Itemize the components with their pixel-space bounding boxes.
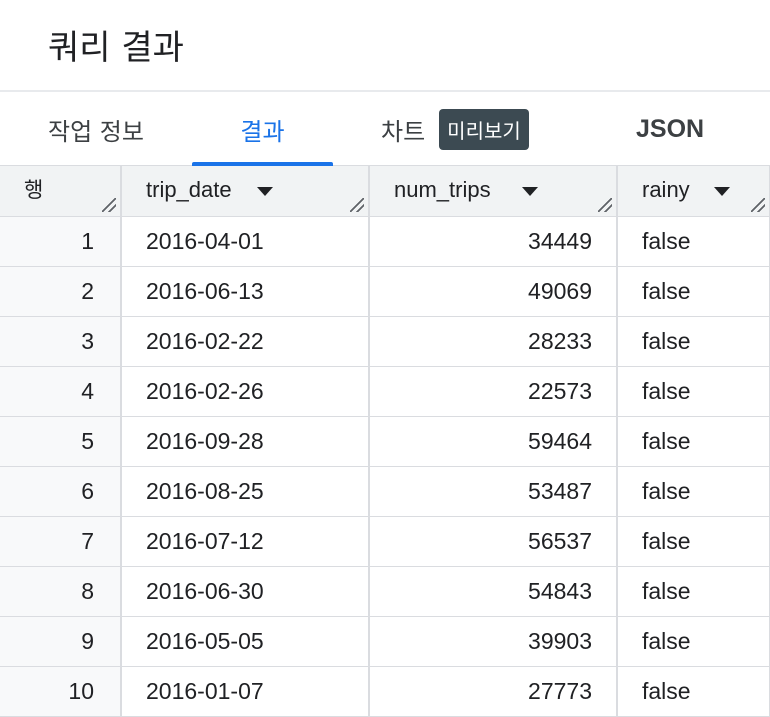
preview-badge: 미리보기	[439, 108, 529, 150]
rainy-cell[interactable]: false	[617, 516, 770, 567]
column-header-label: rainy	[642, 177, 690, 202]
num-trips-cell[interactable]: 54843	[369, 566, 618, 617]
table-row[interactable]: 4 2016-02-26 22573 false	[0, 366, 770, 417]
column-header-row-number: 행	[0, 166, 122, 217]
trip-date-cell[interactable]: 2016-09-28	[121, 416, 370, 467]
rainy-cell[interactable]: false	[617, 466, 770, 517]
table-row[interactable]: 3 2016-02-22 28233 false	[0, 316, 770, 367]
num-trips-cell[interactable]: 56537	[369, 516, 618, 567]
column-header-label: num_trips	[394, 177, 491, 202]
row-number-cell[interactable]: 6	[0, 466, 122, 517]
rainy-cell[interactable]: false	[617, 216, 770, 267]
column-resize-handle[interactable]	[102, 197, 116, 212]
column-resize-handle[interactable]	[350, 197, 364, 212]
table-row[interactable]: 9 2016-05-05 39903 false	[0, 616, 770, 667]
rainy-cell[interactable]: false	[617, 566, 770, 617]
row-number-cell[interactable]: 2	[0, 266, 122, 317]
table-row[interactable]: 10 2016-01-07 27773 false	[0, 666, 770, 717]
table-body: 1 2016-04-01 34449 false 2 2016-06-13 49069 fal…	[0, 216, 770, 717]
tab-job-info[interactable]: 작업 정보	[48, 117, 144, 146]
sort-menu-icon[interactable]	[257, 187, 273, 196]
rainy-cell[interactable]: false	[617, 316, 770, 367]
sort-menu-icon[interactable]	[522, 187, 538, 196]
column-header-trip-date[interactable]: trip_date	[121, 166, 370, 217]
trip-date-cell[interactable]: 2016-06-13	[121, 266, 370, 317]
table-row[interactable]: 8 2016-06-30 54843 false	[0, 566, 770, 617]
page-title: 쿼리 결과	[48, 28, 184, 68]
tab-json[interactable]: JSON	[636, 114, 705, 143]
rainy-cell[interactable]: false	[617, 416, 770, 467]
rainy-cell[interactable]: false	[617, 666, 770, 717]
rainy-cell[interactable]: false	[617, 266, 770, 317]
rainy-cell[interactable]: false	[617, 366, 770, 417]
table-row[interactable]: 5 2016-09-28 59464 false	[0, 416, 770, 467]
trip-date-cell[interactable]: 2016-08-25	[121, 466, 370, 517]
column-resize-handle[interactable]	[751, 197, 765, 212]
table-row[interactable]: 1 2016-04-01 34449 false	[0, 216, 770, 267]
tab-results[interactable]: 결과	[192, 92, 333, 166]
active-tab-indicator	[192, 162, 333, 166]
table-row[interactable]: 6 2016-08-25 53487 false	[0, 466, 770, 517]
num-trips-cell[interactable]: 34449	[369, 216, 618, 267]
row-number-cell[interactable]: 4	[0, 366, 122, 417]
results-table: 행 trip_date num_trips rainy 1 2016-04-01 3…	[0, 166, 770, 717]
tab-chart[interactable]: 차트 미리보기	[381, 92, 529, 166]
row-number-cell[interactable]: 1	[0, 216, 122, 267]
column-resize-handle[interactable]	[598, 197, 612, 212]
trip-date-cell[interactable]: 2016-06-30	[121, 566, 370, 617]
num-trips-cell[interactable]: 22573	[369, 366, 618, 417]
num-trips-cell[interactable]: 53487	[369, 466, 618, 517]
table-row[interactable]: 2 2016-06-13 49069 false	[0, 266, 770, 317]
num-trips-cell[interactable]: 49069	[369, 266, 618, 317]
tab-bar: 작업 정보 결과 차트 미리보기 JSON	[0, 92, 770, 166]
row-number-cell[interactable]: 10	[0, 666, 122, 717]
num-trips-cell[interactable]: 27773	[369, 666, 618, 717]
column-header-label: 행	[24, 178, 44, 202]
trip-date-cell[interactable]: 2016-05-05	[121, 616, 370, 667]
row-number-cell[interactable]: 3	[0, 316, 122, 367]
column-header-rainy[interactable]: rainy	[617, 166, 770, 217]
num-trips-cell[interactable]: 28233	[369, 316, 618, 367]
trip-date-cell[interactable]: 2016-04-01	[121, 216, 370, 267]
tab-results-label: 결과	[240, 117, 285, 146]
sort-menu-icon[interactable]	[714, 187, 730, 196]
title-bar: 쿼리 결과	[0, 0, 770, 92]
trip-date-cell[interactable]: 2016-07-12	[121, 516, 370, 567]
table-row[interactable]: 7 2016-07-12 56537 false	[0, 516, 770, 567]
rainy-cell[interactable]: false	[617, 616, 770, 667]
row-number-cell[interactable]: 8	[0, 566, 122, 617]
trip-date-cell[interactable]: 2016-02-26	[121, 366, 370, 417]
row-number-cell[interactable]: 7	[0, 516, 122, 567]
num-trips-cell[interactable]: 39903	[369, 616, 618, 667]
trip-date-cell[interactable]: 2016-02-22	[121, 316, 370, 367]
row-number-cell[interactable]: 9	[0, 616, 122, 667]
column-header-num-trips[interactable]: num_trips	[369, 166, 618, 217]
num-trips-cell[interactable]: 59464	[369, 416, 618, 467]
row-number-cell[interactable]: 5	[0, 416, 122, 467]
column-header-label: trip_date	[146, 177, 232, 202]
tab-chart-label: 차트	[381, 117, 426, 146]
table-header-row: 행 trip_date num_trips rainy	[0, 166, 770, 217]
trip-date-cell[interactable]: 2016-01-07	[121, 666, 370, 717]
